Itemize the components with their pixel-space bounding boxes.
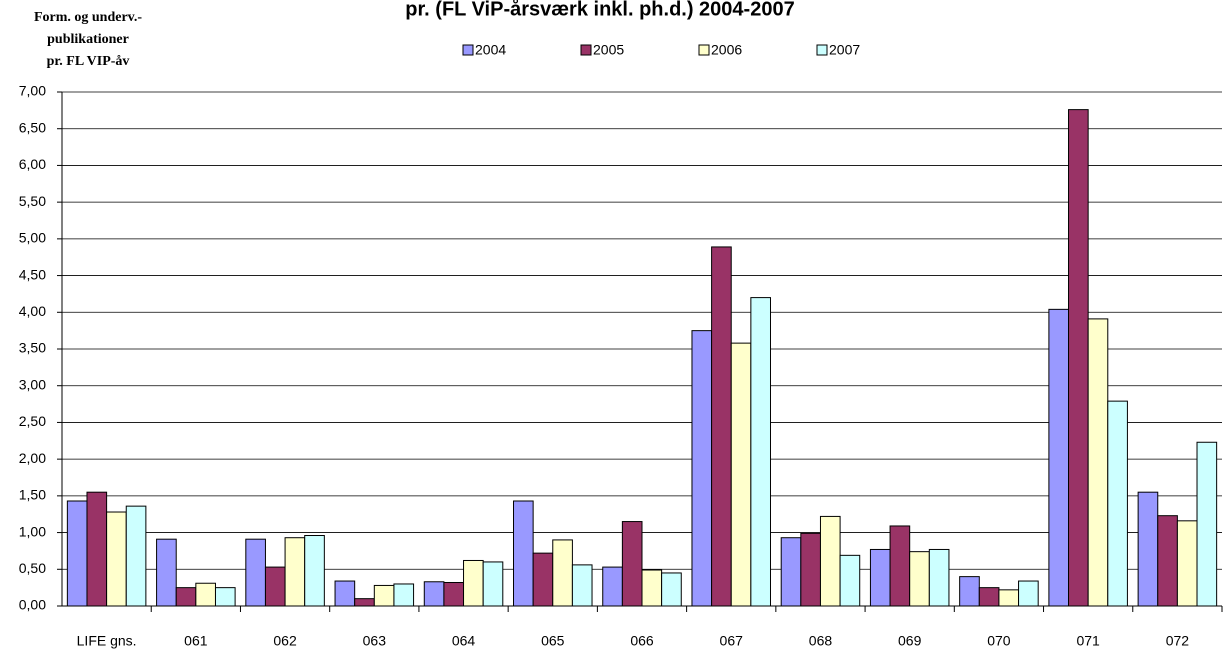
bar bbox=[819, 515, 841, 607]
y-tick-label: 0,50 bbox=[19, 560, 46, 576]
bar bbox=[998, 589, 1020, 607]
bar bbox=[106, 511, 127, 607]
bar bbox=[354, 598, 375, 607]
bar bbox=[245, 538, 266, 607]
bar bbox=[1018, 580, 1039, 607]
y-tick-label: 4,00 bbox=[19, 303, 46, 319]
bar bbox=[1068, 109, 1089, 607]
y-axis-label: pr. FL VIP-åv bbox=[47, 54, 130, 69]
bar bbox=[304, 535, 325, 607]
y-tick-label: 2,50 bbox=[19, 413, 46, 429]
bar bbox=[1087, 318, 1109, 607]
bar bbox=[125, 505, 147, 607]
bar bbox=[1176, 520, 1198, 607]
y-tick-label: 1,00 bbox=[19, 523, 46, 539]
y-tick-label: 4,50 bbox=[19, 266, 46, 282]
chart-title: pr. (FL ViP-årsværk inkl. ph.d.) 2004-20… bbox=[405, 0, 794, 20]
x-tick-label: 064 bbox=[452, 633, 476, 649]
x-tick-label: 067 bbox=[720, 633, 744, 649]
bar bbox=[889, 525, 911, 607]
bar bbox=[909, 551, 930, 607]
bar bbox=[1107, 400, 1128, 607]
bar bbox=[928, 548, 950, 607]
bar bbox=[334, 580, 356, 607]
y-axis-label: Form. og underv.- bbox=[34, 10, 142, 25]
bar bbox=[959, 576, 980, 607]
bar bbox=[750, 297, 771, 607]
bar bbox=[1196, 441, 1218, 607]
x-tick-label: 070 bbox=[987, 633, 1011, 649]
bar bbox=[571, 564, 593, 607]
bar bbox=[66, 500, 88, 607]
legend-label: 2005 bbox=[593, 42, 624, 58]
y-tick-label: 5,50 bbox=[19, 193, 46, 209]
bar bbox=[214, 587, 236, 607]
x-tick-label: 065 bbox=[541, 633, 565, 649]
y-axis-label: publikationer bbox=[47, 32, 129, 47]
x-tick-label: LIFE gns. bbox=[77, 633, 137, 649]
legend-swatch bbox=[816, 44, 828, 56]
y-tick-label: 7,00 bbox=[19, 83, 46, 99]
y-tick-label: 2,00 bbox=[19, 450, 46, 466]
bar bbox=[195, 582, 216, 607]
x-tick-label: 061 bbox=[184, 633, 208, 649]
bar bbox=[393, 583, 415, 607]
bar bbox=[869, 548, 891, 607]
bar bbox=[552, 539, 573, 607]
y-tick-label: 6,50 bbox=[19, 119, 46, 135]
bar bbox=[443, 582, 465, 607]
x-tick-label: 071 bbox=[1076, 633, 1100, 649]
legend-label: 2006 bbox=[711, 42, 742, 58]
y-tick-label: 5,00 bbox=[19, 230, 46, 246]
bar bbox=[513, 500, 534, 607]
bar bbox=[1137, 491, 1159, 607]
x-tick-label: 062 bbox=[273, 633, 297, 649]
bar bbox=[621, 521, 643, 607]
legend-label: 2007 bbox=[829, 42, 860, 58]
bar bbox=[730, 342, 752, 607]
y-tick-label: 3,00 bbox=[19, 376, 46, 392]
bar bbox=[839, 554, 861, 607]
bar bbox=[423, 581, 445, 607]
bar bbox=[264, 566, 286, 607]
y-tick-label: 3,50 bbox=[19, 340, 46, 356]
bar bbox=[691, 330, 713, 607]
bar bbox=[156, 538, 177, 607]
bar bbox=[482, 561, 504, 607]
x-tick-label: 063 bbox=[363, 633, 387, 649]
x-tick-label: 069 bbox=[898, 633, 922, 649]
y-tick-label: 0,00 bbox=[19, 597, 46, 613]
bar bbox=[284, 537, 306, 607]
bar bbox=[86, 491, 108, 607]
x-tick-label: 066 bbox=[630, 633, 654, 649]
bar bbox=[780, 537, 802, 607]
y-tick-label: 6,00 bbox=[19, 156, 46, 172]
bar bbox=[373, 584, 395, 607]
bar bbox=[1048, 308, 1070, 607]
legend-swatch bbox=[580, 44, 592, 56]
bar bbox=[175, 587, 197, 607]
bar bbox=[978, 587, 1000, 607]
bar bbox=[711, 246, 732, 607]
bar bbox=[463, 559, 484, 607]
y-tick-label: 1,50 bbox=[19, 487, 46, 503]
bar bbox=[641, 569, 663, 607]
bar bbox=[1157, 515, 1178, 607]
bar bbox=[800, 532, 821, 607]
legend-label: 2004 bbox=[475, 42, 506, 58]
x-tick-label: 072 bbox=[1166, 633, 1190, 649]
bar bbox=[661, 572, 682, 607]
bar bbox=[602, 566, 623, 607]
legend-swatch bbox=[698, 44, 710, 56]
bar bbox=[532, 552, 554, 607]
legend-swatch bbox=[462, 44, 474, 56]
x-tick-label: 068 bbox=[809, 633, 833, 649]
